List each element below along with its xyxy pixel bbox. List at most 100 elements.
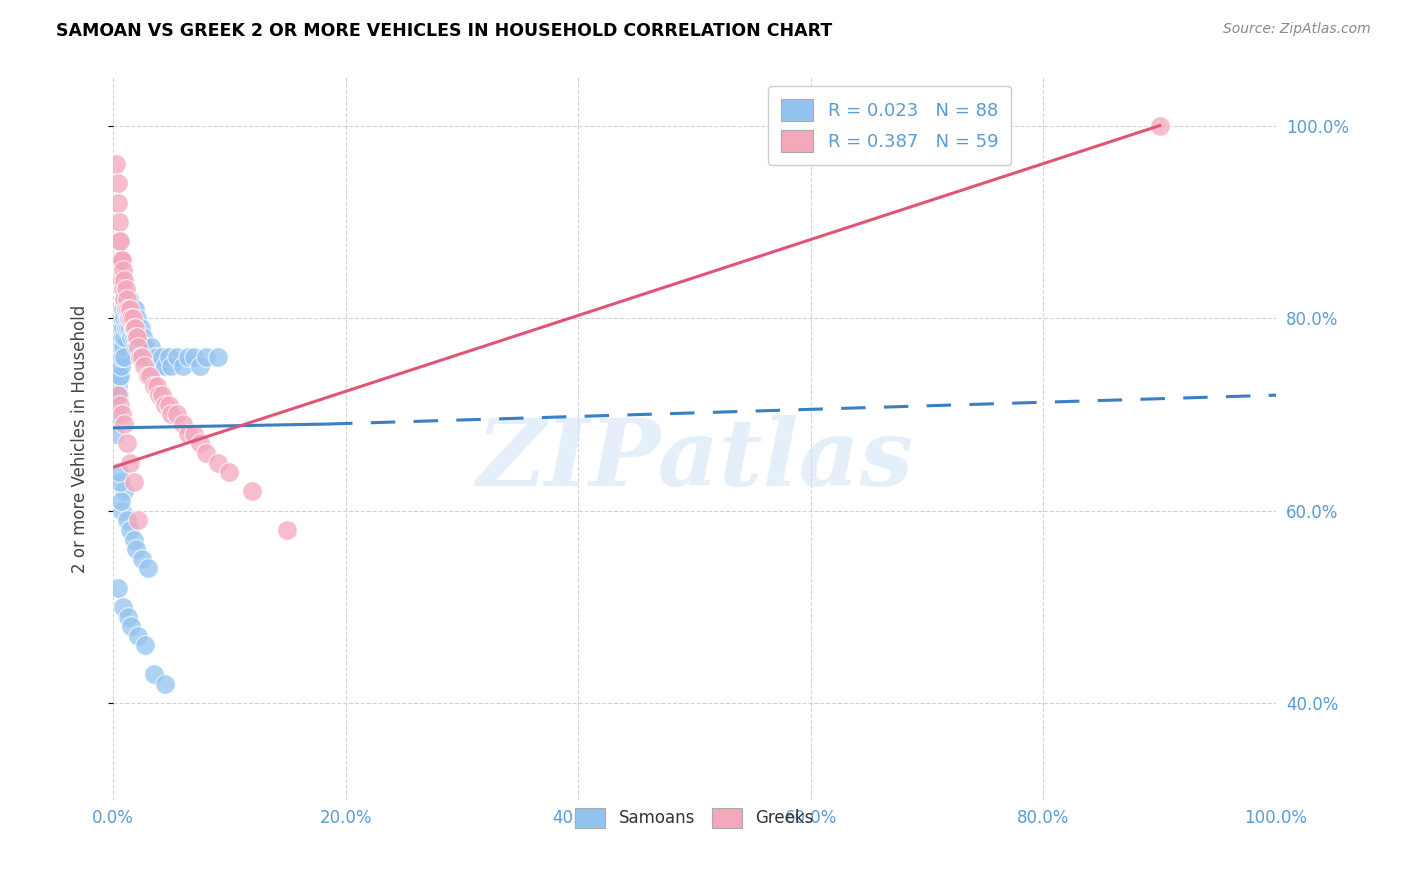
Point — [115, 311, 138, 326]
Point — [124, 320, 146, 334]
Point — [127, 340, 149, 354]
Point — [142, 350, 165, 364]
Point — [118, 311, 141, 326]
Point — [108, 368, 131, 383]
Point — [218, 465, 240, 479]
Point — [172, 359, 194, 374]
Point — [141, 340, 163, 354]
Point — [172, 417, 194, 431]
Point — [120, 523, 142, 537]
Point — [107, 465, 129, 479]
Text: ZIPatlas: ZIPatlas — [477, 415, 912, 505]
Point — [120, 301, 142, 316]
Point — [111, 350, 134, 364]
Point — [148, 388, 170, 402]
Point — [110, 359, 132, 374]
Point — [148, 359, 170, 374]
Point — [108, 350, 131, 364]
Point — [124, 301, 146, 316]
Point — [110, 494, 132, 508]
Point — [118, 311, 141, 326]
Point — [115, 292, 138, 306]
Legend: Samoans, Greeks: Samoans, Greeks — [569, 801, 820, 835]
Point — [194, 350, 217, 364]
Point — [107, 378, 129, 392]
Point — [120, 301, 142, 316]
Text: SAMOAN VS GREEK 2 OR MORE VEHICLES IN HOUSEHOLD CORRELATION CHART: SAMOAN VS GREEK 2 OR MORE VEHICLES IN HO… — [56, 22, 832, 40]
Point — [207, 350, 229, 364]
Text: Source: ZipAtlas.com: Source: ZipAtlas.com — [1223, 22, 1371, 37]
Point — [121, 330, 143, 344]
Point — [120, 320, 142, 334]
Point — [122, 475, 145, 489]
Point — [121, 320, 143, 334]
Point — [127, 629, 149, 643]
Point — [114, 301, 136, 316]
Point — [105, 388, 128, 402]
Point — [276, 523, 298, 537]
Point — [114, 272, 136, 286]
Point — [121, 619, 143, 633]
Point — [142, 378, 165, 392]
Point — [242, 484, 264, 499]
Point — [134, 350, 156, 364]
Point — [128, 350, 150, 364]
Point — [127, 513, 149, 527]
Point — [129, 320, 152, 334]
Point — [132, 330, 155, 344]
Point — [134, 639, 156, 653]
Point — [110, 253, 132, 268]
Point — [111, 408, 134, 422]
Point — [157, 350, 180, 364]
Y-axis label: 2 or more Vehicles in Household: 2 or more Vehicles in Household — [72, 304, 89, 573]
Point — [118, 292, 141, 306]
Point — [111, 253, 134, 268]
Point — [122, 330, 145, 344]
Point — [108, 253, 131, 268]
Point — [134, 359, 156, 374]
Point — [128, 350, 150, 364]
Point — [131, 551, 153, 566]
Point — [111, 272, 134, 286]
Point — [125, 330, 148, 344]
Point — [108, 234, 131, 248]
Point — [110, 320, 132, 334]
Point — [153, 677, 176, 691]
Point — [183, 426, 205, 441]
Point — [166, 408, 188, 422]
Point — [114, 301, 136, 316]
Point — [188, 436, 211, 450]
Point — [107, 177, 129, 191]
Point — [108, 398, 131, 412]
Point — [112, 599, 135, 614]
Point — [107, 581, 129, 595]
Point — [207, 456, 229, 470]
Point — [121, 301, 143, 316]
Point — [117, 301, 139, 316]
Point — [142, 667, 165, 681]
Point — [114, 282, 136, 296]
Point — [107, 234, 129, 248]
Point — [111, 330, 134, 344]
Point — [112, 340, 135, 354]
Point — [110, 340, 132, 354]
Point — [104, 426, 127, 441]
Point — [153, 359, 176, 374]
Point — [111, 504, 134, 518]
Point — [136, 350, 159, 364]
Point — [127, 311, 149, 326]
Point — [139, 359, 162, 374]
Point — [114, 350, 136, 364]
Point — [115, 292, 138, 306]
Point — [121, 311, 143, 326]
Point — [121, 311, 143, 326]
Point — [194, 446, 217, 460]
Point — [177, 350, 200, 364]
Point — [160, 359, 183, 374]
Point — [107, 368, 129, 383]
Point — [107, 359, 129, 374]
Point — [110, 272, 132, 286]
Point — [114, 292, 136, 306]
Point — [125, 340, 148, 354]
Point — [115, 436, 138, 450]
